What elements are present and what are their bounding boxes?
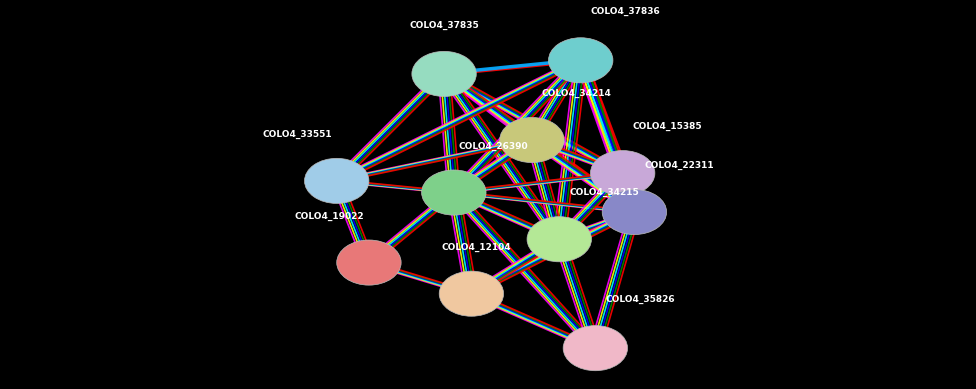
Ellipse shape bbox=[337, 240, 401, 285]
Text: COLO4_37835: COLO4_37835 bbox=[409, 21, 479, 30]
Ellipse shape bbox=[422, 170, 486, 215]
Ellipse shape bbox=[305, 158, 369, 203]
Ellipse shape bbox=[412, 51, 476, 96]
Ellipse shape bbox=[527, 217, 591, 262]
Ellipse shape bbox=[439, 271, 504, 316]
Ellipse shape bbox=[563, 326, 628, 371]
Text: COLO4_34214: COLO4_34214 bbox=[542, 89, 612, 98]
Ellipse shape bbox=[549, 38, 613, 83]
Ellipse shape bbox=[602, 189, 667, 235]
Ellipse shape bbox=[590, 151, 655, 196]
Text: COLO4_26390: COLO4_26390 bbox=[459, 142, 528, 151]
Text: COLO4_35826: COLO4_35826 bbox=[605, 295, 674, 304]
Text: COLO4_34215: COLO4_34215 bbox=[569, 188, 638, 197]
Text: COLO4_33551: COLO4_33551 bbox=[263, 130, 332, 139]
Ellipse shape bbox=[500, 117, 564, 163]
Text: COLO4_37836: COLO4_37836 bbox=[590, 7, 660, 16]
Text: COLO4_19022: COLO4_19022 bbox=[295, 212, 364, 221]
Text: COLO4_15385: COLO4_15385 bbox=[632, 122, 702, 131]
Text: COLO4_22311: COLO4_22311 bbox=[644, 161, 713, 170]
Text: COLO4_12104: COLO4_12104 bbox=[441, 243, 511, 252]
